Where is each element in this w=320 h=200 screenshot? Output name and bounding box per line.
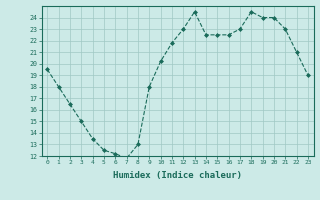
X-axis label: Humidex (Indice chaleur): Humidex (Indice chaleur) (113, 171, 242, 180)
